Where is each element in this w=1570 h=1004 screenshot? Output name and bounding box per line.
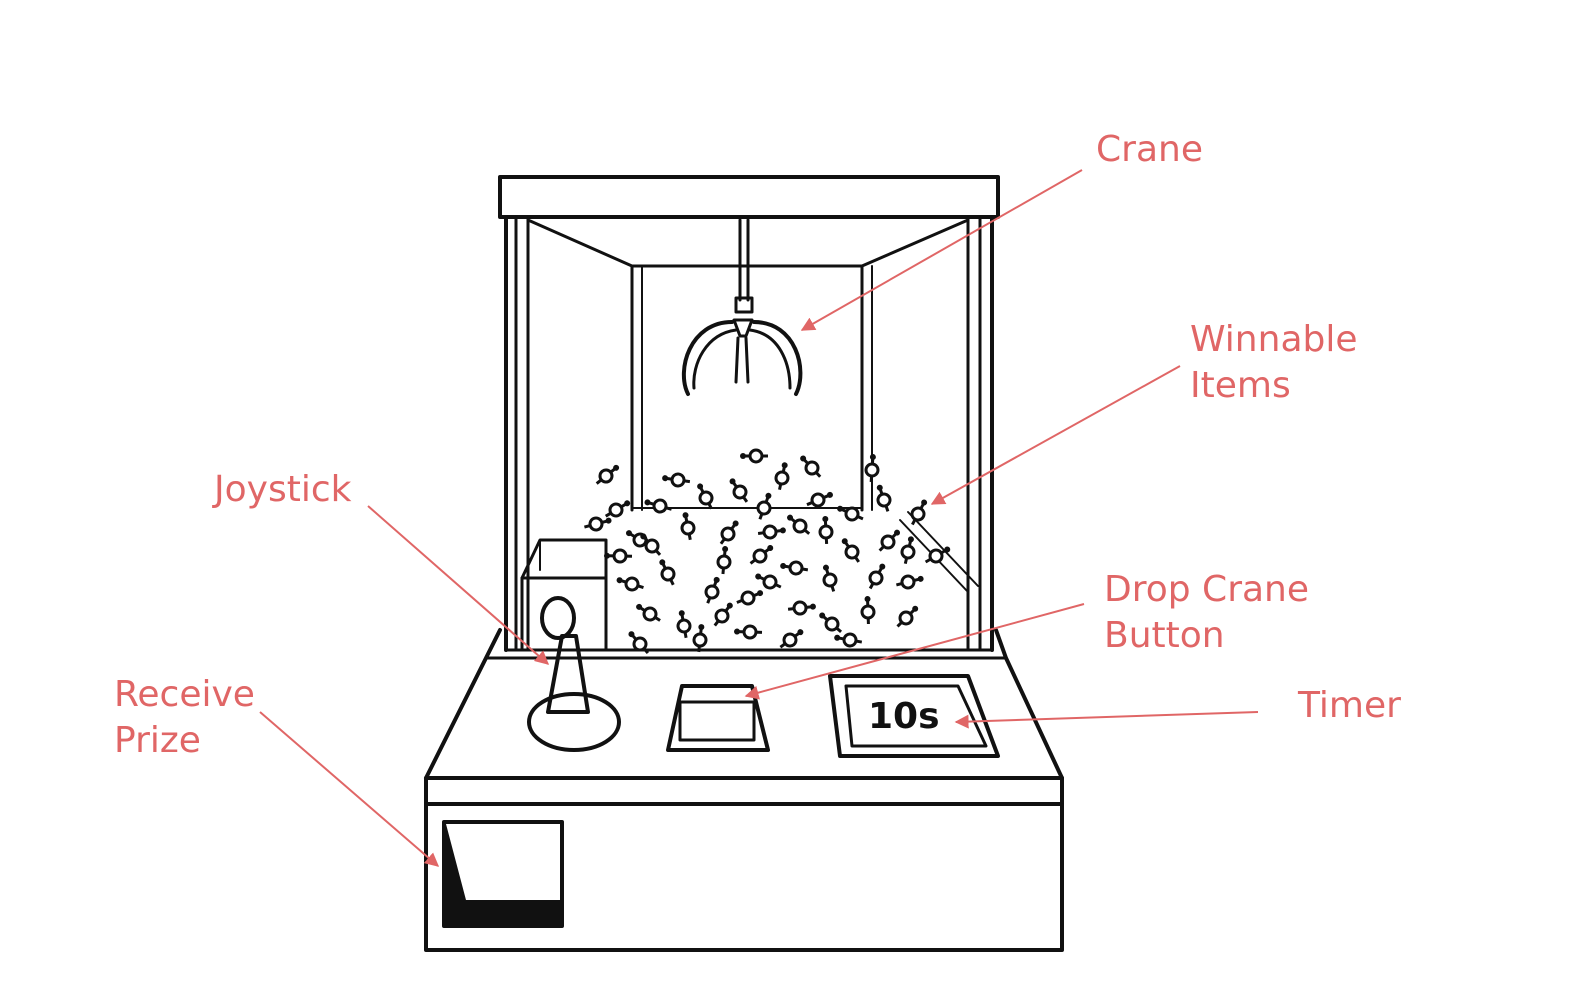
- drop-crane-button-arrow: [744, 603, 1085, 700]
- label-winnable-items-line1: Winnable: [1190, 319, 1358, 360]
- joystick-arrow: [367, 505, 550, 665]
- winnable-item: [864, 454, 880, 483]
- claw-machine: 10s: [424, 175, 1064, 952]
- label-joystick: Joystick: [212, 469, 352, 510]
- label-drop-crane-line2: Button: [1104, 615, 1225, 656]
- winnable-item: [616, 576, 644, 592]
- receive-prize-slot[interactable]: [442, 820, 564, 928]
- winnable-item: [779, 629, 804, 649]
- label-winnable-items-line2: Items: [1190, 365, 1291, 406]
- winnable-item: [806, 491, 833, 508]
- winnable-item: [662, 472, 691, 488]
- winnable-item: [713, 602, 733, 627]
- timer-value: 10s: [868, 696, 940, 737]
- label-crane: Crane: [1096, 129, 1203, 170]
- label-receive-prize-line2: Prize: [114, 720, 201, 761]
- winnable-item: [716, 546, 732, 575]
- winnable-item: [736, 590, 764, 606]
- winnable-item: [644, 498, 672, 514]
- winnable-item: [860, 596, 876, 625]
- winnable-item: [780, 560, 809, 576]
- label-receive-prize-line1: Receive: [114, 674, 255, 715]
- winnable-item: [640, 533, 662, 556]
- label-winnable-items: Winnable Items: [1190, 319, 1369, 406]
- prize-chute: [520, 538, 608, 652]
- winnable-item: [676, 610, 692, 639]
- receive-prize-arrow: [259, 711, 440, 867]
- winnable-item: [755, 573, 782, 590]
- cabinet-frame: [504, 216, 994, 652]
- winnable-item: [910, 499, 928, 526]
- winnable-item: [774, 462, 790, 491]
- winnable-item: [636, 603, 661, 622]
- winnable-item: [876, 484, 892, 512]
- winnable-item: [841, 538, 860, 563]
- winnable-item: [659, 559, 676, 586]
- crane-arrow: [800, 169, 1083, 331]
- label-arrows: [259, 169, 1259, 867]
- winnable-item: [868, 563, 886, 590]
- winnable-items-arrow: [930, 365, 1181, 505]
- label-timer: Timer: [1297, 685, 1401, 726]
- winnable-item: [595, 464, 620, 485]
- machine-top-header: [498, 175, 1000, 219]
- winnable-item: [756, 492, 772, 520]
- winnable-item: [584, 516, 612, 532]
- winnable-item: [818, 516, 834, 545]
- winnable-item: [924, 546, 951, 564]
- diagram-labels: Crane Winnable Items Joystick Drop Crane…: [114, 129, 1401, 761]
- winnable-item: [729, 478, 749, 503]
- winnable-item: [900, 536, 916, 565]
- winnable-item: [697, 483, 714, 510]
- winnable-item: [704, 576, 720, 604]
- label-drop-crane-line1: Drop Crane: [1104, 569, 1309, 610]
- winnable-item: [628, 631, 650, 655]
- winnable-item: [834, 632, 863, 648]
- label-drop-crane-button: Drop Crane Button: [1104, 569, 1320, 656]
- winnable-item: [787, 514, 811, 535]
- winnable-item: [757, 524, 786, 540]
- winnable-item: [822, 564, 838, 592]
- timer-arrow: [954, 711, 1259, 729]
- winnable-item: [692, 624, 708, 653]
- winnable-item: [787, 600, 816, 616]
- winnable-item: [604, 500, 631, 518]
- winnable-item: [819, 612, 843, 634]
- winnable-item: [800, 455, 822, 478]
- joystick[interactable]: [527, 596, 621, 752]
- winnable-items-pile: [584, 448, 951, 655]
- winnable-item: [878, 529, 901, 552]
- label-receive-prize: Receive Prize: [114, 674, 266, 761]
- winnable-item: [680, 512, 696, 541]
- winnable-item: [749, 544, 774, 565]
- winnable-item: [734, 624, 763, 640]
- drop-crane-button[interactable]: [666, 684, 770, 752]
- winnable-item: [740, 448, 768, 464]
- winnable-item: [719, 520, 739, 545]
- crane-claw: [682, 218, 803, 396]
- winnable-item: [896, 605, 919, 628]
- timer-display: 10s: [828, 674, 1000, 758]
- winnable-item: [895, 574, 924, 590]
- winnable-item: [604, 548, 633, 564]
- control-deck: [424, 628, 1064, 952]
- winnable-item: [837, 505, 864, 522]
